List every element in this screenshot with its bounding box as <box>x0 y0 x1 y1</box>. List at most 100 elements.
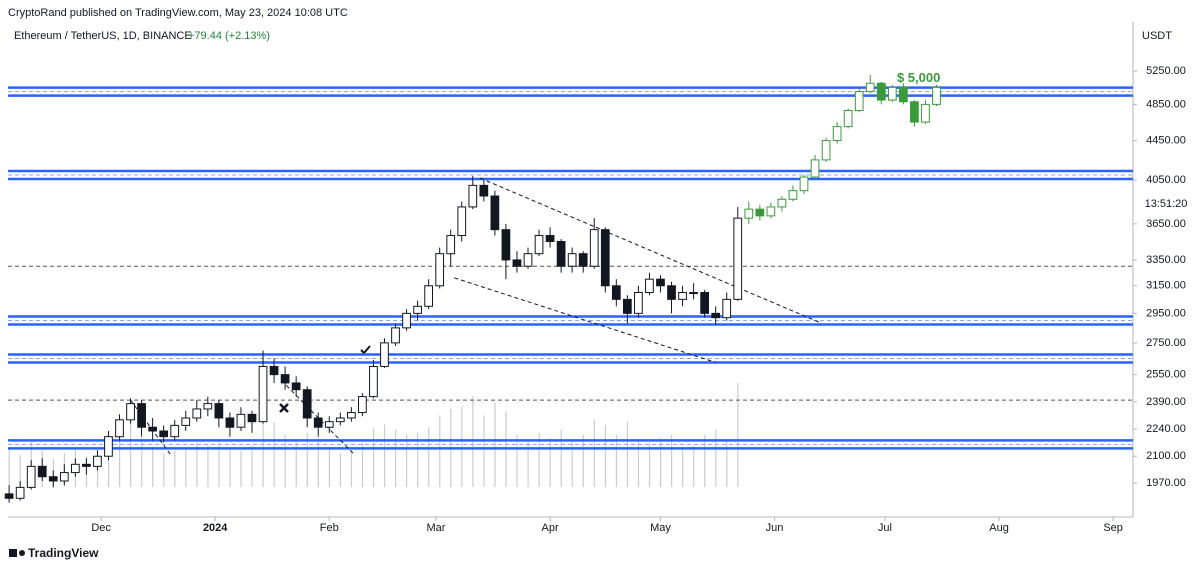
volume-bar <box>626 422 629 487</box>
volume-bar <box>207 445 209 487</box>
candle-body <box>645 278 654 294</box>
candle-body <box>346 412 356 419</box>
candle-body <box>236 413 246 428</box>
y-tick-label: 4050.00 <box>1146 174 1186 186</box>
x-tick-label: Aug <box>989 522 1009 534</box>
candle-body <box>358 396 367 414</box>
candle-body <box>203 403 213 410</box>
volume-bar <box>560 429 562 487</box>
candle-body <box>766 206 776 217</box>
candle-body <box>490 195 500 231</box>
volume-bar <box>582 435 584 487</box>
volume-bar <box>682 448 684 487</box>
candle-body <box>744 208 754 219</box>
volume-bar <box>406 435 408 487</box>
volume-bar <box>107 435 110 487</box>
y-tick-label: 2750.00 <box>1146 337 1186 349</box>
candle-body <box>843 109 853 128</box>
volume-bar <box>648 442 651 487</box>
candle-body <box>457 206 467 237</box>
candle-body <box>832 126 842 142</box>
x-tick-label: Feb <box>320 522 339 534</box>
x-tick-label: 2024 <box>203 522 228 534</box>
countdown-box <box>1136 197 1196 211</box>
candle-body <box>821 140 831 161</box>
candle-body <box>214 403 224 419</box>
currency: USDT <box>1142 30 1172 42</box>
y-tick-label: 3350.00 <box>1146 254 1186 266</box>
volume-bar <box>8 448 10 487</box>
candle-body <box>93 455 102 467</box>
candle-body <box>876 82 886 101</box>
candle-body <box>446 235 456 255</box>
y-tick-label: 2100.00 <box>1146 450 1186 462</box>
candle-body <box>501 229 511 261</box>
volume-bar <box>693 445 695 487</box>
candle-body <box>788 190 798 200</box>
volume-bar <box>483 415 485 487</box>
candle-body <box>424 285 433 307</box>
y-tick-label: 3650.00 <box>1146 218 1186 230</box>
volume-bar <box>527 440 529 487</box>
volume-bar <box>461 406 463 487</box>
check-icon <box>360 345 371 355</box>
candle-body <box>589 229 599 267</box>
volume-bar <box>538 432 540 487</box>
volume-bar <box>196 442 198 487</box>
candle-body <box>247 413 257 423</box>
volume-bar <box>317 437 319 487</box>
candle-body <box>678 292 687 300</box>
volume-bar <box>218 440 220 487</box>
volume-bar <box>163 453 165 487</box>
candle-body <box>291 382 301 391</box>
candle-body <box>380 342 389 367</box>
volume-bar <box>615 435 618 487</box>
candle-body <box>600 229 610 287</box>
volume-bar <box>130 422 132 487</box>
candle-body <box>269 365 279 376</box>
volume-bar <box>726 440 728 487</box>
candle-body <box>435 253 445 287</box>
volume-bar <box>240 450 242 487</box>
y-tick-label: 4850.00 <box>1146 98 1186 110</box>
candle-body <box>369 365 378 398</box>
candle-body <box>733 217 743 300</box>
volume-bar <box>383 424 386 487</box>
candle-body <box>468 184 478 208</box>
candle-body <box>302 389 312 419</box>
candle-body <box>59 472 69 482</box>
volume-bar <box>593 419 595 487</box>
candle-body <box>777 198 787 208</box>
volume-bar <box>273 422 275 487</box>
volume-bar <box>737 383 739 487</box>
candle-body <box>170 424 180 438</box>
candle-body <box>887 86 897 101</box>
candle-body <box>722 298 732 319</box>
volume-bar <box>571 440 573 487</box>
publisher: CryptoRand published on TradingView.com,… <box>8 7 348 19</box>
y-tick-label: 2950.00 <box>1146 307 1186 319</box>
volume-bar <box>659 437 662 487</box>
y-tick-label: 5250.00 <box>1146 65 1186 77</box>
volume-bar <box>141 437 143 487</box>
candle-body <box>258 365 268 423</box>
candle-body <box>689 292 698 295</box>
y-tick-label: 2240.00 <box>1146 423 1186 435</box>
candle-body <box>567 253 577 267</box>
candle-body <box>70 463 80 474</box>
candle-body <box>898 86 908 103</box>
volume-bar <box>395 429 397 487</box>
cross-icon <box>279 403 289 413</box>
candle-body <box>667 285 676 300</box>
volume-bar <box>361 442 364 487</box>
x-tick-label: Sep <box>1103 522 1123 534</box>
volume-bar <box>704 435 706 487</box>
volume-bar <box>174 450 176 487</box>
volume-bar <box>119 428 121 487</box>
candle-body <box>280 374 290 384</box>
candle-body <box>104 436 113 457</box>
candle-body <box>126 403 135 421</box>
candle-body <box>15 486 25 499</box>
annotation: $ 5,000 <box>897 70 940 85</box>
candle-body <box>512 259 522 267</box>
